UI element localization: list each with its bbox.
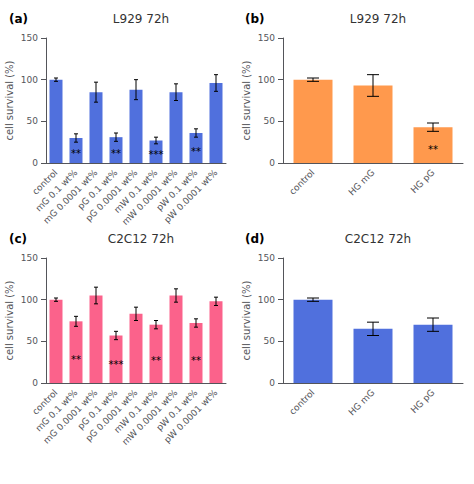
svg-text:mW 0.0001 wt%: mW 0.0001 wt%: [120, 167, 180, 227]
svg-text:pW 0.0001 wt%: pW 0.0001 wt%: [162, 387, 220, 445]
svg-text:150: 150: [21, 253, 38, 263]
svg-text:0: 0: [32, 378, 38, 388]
svg-text:50: 50: [264, 116, 276, 126]
svg-text:mG 0.0001 wt%: mG 0.0001 wt%: [41, 167, 100, 226]
svg-text:HG pG: HG pG: [409, 387, 437, 415]
svg-text:pG 0.0001 wt%: pG 0.0001 wt%: [83, 167, 140, 224]
svg-text:pW 0.1 wt%: pW 0.1 wt%: [154, 387, 200, 433]
svg-text:(a): (a): [9, 12, 28, 26]
svg-text:**: **: [151, 355, 161, 366]
svg-text:mG 0.1 wt%: mG 0.1 wt%: [33, 387, 80, 434]
svg-text:mG 0.0001 wt%: mG 0.0001 wt%: [41, 387, 100, 446]
svg-text:pG 0.1 wt%: pG 0.1 wt%: [75, 167, 120, 212]
svg-text:cell survival (%): cell survival (%): [241, 60, 252, 140]
svg-text:L929 72h: L929 72h: [350, 12, 406, 26]
svg-text:50: 50: [264, 336, 276, 346]
svg-text:mW 0.0001 wt%: mW 0.0001 wt%: [120, 387, 180, 447]
svg-text:**: **: [71, 354, 81, 365]
svg-text:**: **: [191, 355, 201, 366]
svg-text:pW 0.1 wt%: pW 0.1 wt%: [154, 167, 200, 213]
svg-text:control: control: [30, 387, 60, 417]
svg-text:(c): (c): [9, 232, 27, 246]
svg-text:100: 100: [21, 295, 38, 305]
svg-text:C2C12 72h: C2C12 72h: [345, 232, 411, 246]
svg-text:0: 0: [32, 158, 38, 168]
svg-text:L929 72h: L929 72h: [113, 12, 169, 26]
svg-text:**: **: [428, 144, 438, 155]
svg-text:150: 150: [21, 33, 38, 43]
svg-text:pW 0.0001 wt%: pW 0.0001 wt%: [162, 167, 220, 225]
svg-text:150: 150: [258, 33, 275, 43]
svg-text:cell survival (%): cell survival (%): [4, 280, 15, 360]
svg-text:100: 100: [258, 75, 275, 85]
svg-text:HG mG: HG mG: [347, 167, 377, 197]
svg-text:100: 100: [21, 75, 38, 85]
svg-text:**: **: [111, 148, 121, 159]
svg-text:control: control: [287, 167, 316, 196]
svg-text:100: 100: [258, 295, 275, 305]
svg-text:cell survival (%): cell survival (%): [4, 60, 15, 140]
svg-text:(d): (d): [245, 232, 265, 246]
svg-text:0: 0: [269, 378, 275, 388]
svg-text:control: control: [287, 387, 316, 416]
svg-text:***: ***: [109, 359, 124, 370]
svg-text:0: 0: [269, 158, 275, 168]
svg-text:C2C12 72h: C2C12 72h: [108, 232, 174, 246]
svg-text:mW 0.1 wt%: mW 0.1 wt%: [112, 387, 160, 435]
svg-text:cell survival (%): cell survival (%): [241, 280, 252, 360]
svg-text:**: **: [191, 146, 201, 157]
svg-text:HG pG: HG pG: [409, 167, 437, 195]
svg-text:mG 0.1 wt%: mG 0.1 wt%: [33, 167, 80, 214]
svg-text:50: 50: [27, 336, 39, 346]
svg-text:**: **: [71, 148, 81, 159]
svg-text:mW 0.1 wt%: mW 0.1 wt%: [112, 167, 160, 215]
svg-text:50: 50: [27, 116, 39, 126]
svg-text:***: ***: [149, 149, 164, 160]
svg-text:HG mG: HG mG: [347, 387, 377, 417]
svg-text:pG 0.0001 wt%: pG 0.0001 wt%: [83, 387, 140, 444]
svg-text:150: 150: [258, 253, 275, 263]
svg-text:pG 0.1 wt%: pG 0.1 wt%: [75, 387, 120, 432]
svg-text:control: control: [30, 167, 60, 197]
svg-text:(b): (b): [245, 12, 265, 26]
